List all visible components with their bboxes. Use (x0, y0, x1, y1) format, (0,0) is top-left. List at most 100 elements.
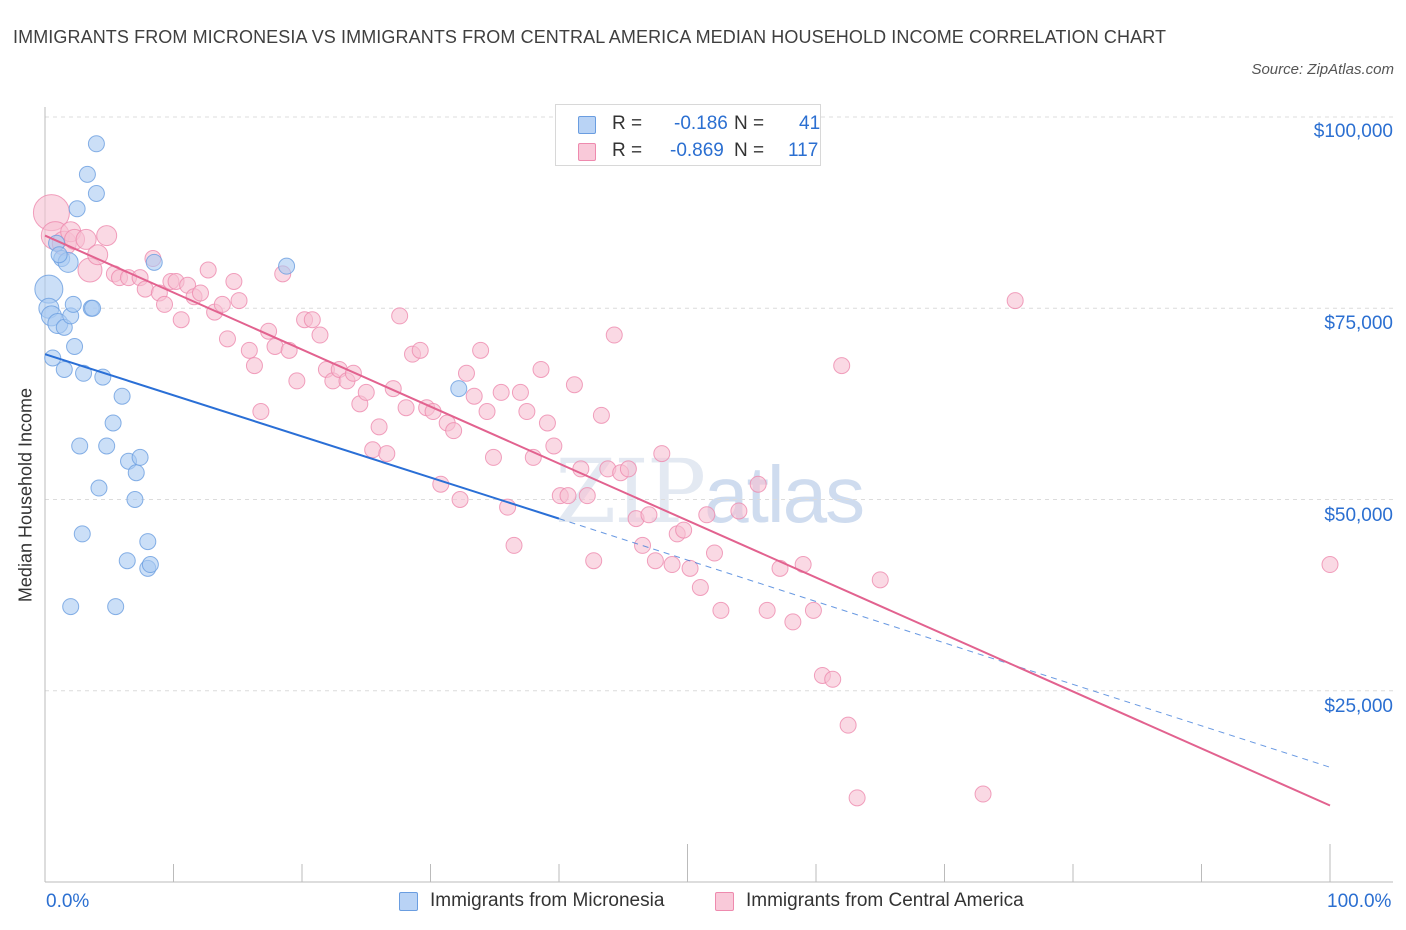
central-america-point (663, 556, 681, 574)
central-america-point (1006, 292, 1024, 310)
micronesia-point (104, 414, 122, 432)
central-america-point (578, 487, 596, 505)
central-america-point (698, 506, 716, 524)
central-america-point (75, 228, 97, 250)
central-america-point (974, 785, 992, 803)
micronesia-point (113, 387, 131, 405)
micronesia-point (131, 448, 149, 466)
central-america-point (585, 552, 603, 570)
micronesia-point (66, 338, 84, 355)
micronesia-point (62, 598, 80, 616)
central-america-point (565, 376, 583, 394)
central-america-point (230, 292, 248, 310)
central-america-point (505, 536, 523, 554)
central-america-point (370, 418, 388, 436)
central-america-point (478, 403, 496, 421)
micronesia-trend-extension (558, 518, 1331, 768)
stats-legend: R = -0.186 N = 41 R = -0.869 N = 117 (555, 104, 821, 166)
micronesia-point (98, 437, 116, 455)
central-america-point (245, 357, 263, 375)
legend-swatch-pink (578, 143, 596, 161)
micronesia-point (75, 364, 93, 382)
y-tick-label: $75,000 (1324, 313, 1393, 334)
central-america-point (681, 559, 699, 577)
micronesia-point (145, 253, 163, 271)
micronesia-point (50, 246, 68, 264)
central-america-point (605, 326, 623, 344)
central-america-point (465, 387, 483, 405)
central-america-point (311, 326, 329, 344)
central-america-point (771, 559, 789, 577)
micronesia-point (44, 349, 62, 367)
central-america-point (712, 601, 730, 619)
central-america-point (619, 460, 637, 478)
micronesia-point (118, 552, 136, 570)
central-america-point (749, 475, 767, 493)
legend-n-label: N = (734, 113, 765, 134)
micronesia-point (55, 360, 73, 378)
central-america-point (172, 311, 190, 329)
micronesia-point (139, 533, 157, 551)
central-america-point (758, 601, 776, 619)
central-america-point (634, 536, 652, 554)
micronesia-point (126, 491, 144, 508)
central-america-point (391, 307, 409, 325)
central-america-point (653, 445, 671, 463)
central-america-point (640, 506, 658, 524)
micronesia-trend-line (44, 353, 560, 520)
central-america-point (288, 372, 306, 390)
central-america-point (357, 383, 375, 401)
micronesia-point (127, 464, 145, 482)
central-america-point (1321, 556, 1339, 574)
legend-r-value: -0.186 (674, 113, 728, 134)
central-america-point (705, 544, 723, 562)
central-america-point (472, 341, 490, 359)
central-america-point (411, 341, 429, 359)
legend-n-label: N = (734, 140, 765, 161)
central-america-trend-line (44, 234, 1331, 807)
central-america-point (824, 670, 842, 688)
micronesia-point (87, 185, 105, 202)
central-america-point (397, 399, 415, 417)
axes (44, 107, 1393, 883)
x-tick-label: 0.0% (46, 891, 90, 912)
central-america-point (784, 613, 802, 631)
central-america-point (378, 445, 396, 463)
central-america-point (303, 311, 321, 329)
central-america-point (252, 403, 270, 421)
x-tick-label: 100.0% (1327, 891, 1392, 912)
central-america-point (451, 491, 469, 508)
legend-series-label: Immigrants from Micronesia (430, 890, 665, 911)
central-america-point (364, 441, 382, 459)
central-america-point (730, 502, 748, 520)
legend-swatch-pink (715, 892, 734, 911)
y-tick-label: $100,000 (1313, 121, 1393, 142)
central-america-point (492, 383, 510, 401)
central-america-point (592, 406, 610, 424)
legend-swatch-blue (578, 116, 596, 134)
central-america-point (218, 330, 236, 348)
central-america-point (225, 272, 243, 290)
central-america-point (839, 716, 857, 734)
chart-title: IMMIGRANTS FROM MICRONESIA VS IMMIGRANTS… (13, 27, 1167, 47)
legend-r-label: R = (612, 113, 643, 134)
micronesia-point (141, 556, 159, 574)
micronesia-point (107, 598, 125, 616)
micronesia-point (71, 437, 89, 455)
central-america-point (445, 422, 463, 440)
micronesia-point (450, 380, 468, 398)
central-america-point (538, 414, 556, 432)
trend-lines (44, 234, 1331, 807)
micronesia-point (90, 479, 108, 497)
micronesia-point (84, 299, 102, 317)
legend-n-value: 41 (799, 113, 821, 134)
micronesia-point (64, 295, 82, 313)
central-america-point (871, 571, 889, 589)
central-america-point (484, 448, 502, 466)
central-america-point (804, 601, 822, 619)
y-tick-label: $50,000 (1324, 505, 1393, 526)
central-america-point (675, 521, 693, 539)
central-america-point (559, 487, 577, 505)
central-america-point (511, 383, 529, 401)
central-america-point (532, 360, 550, 378)
